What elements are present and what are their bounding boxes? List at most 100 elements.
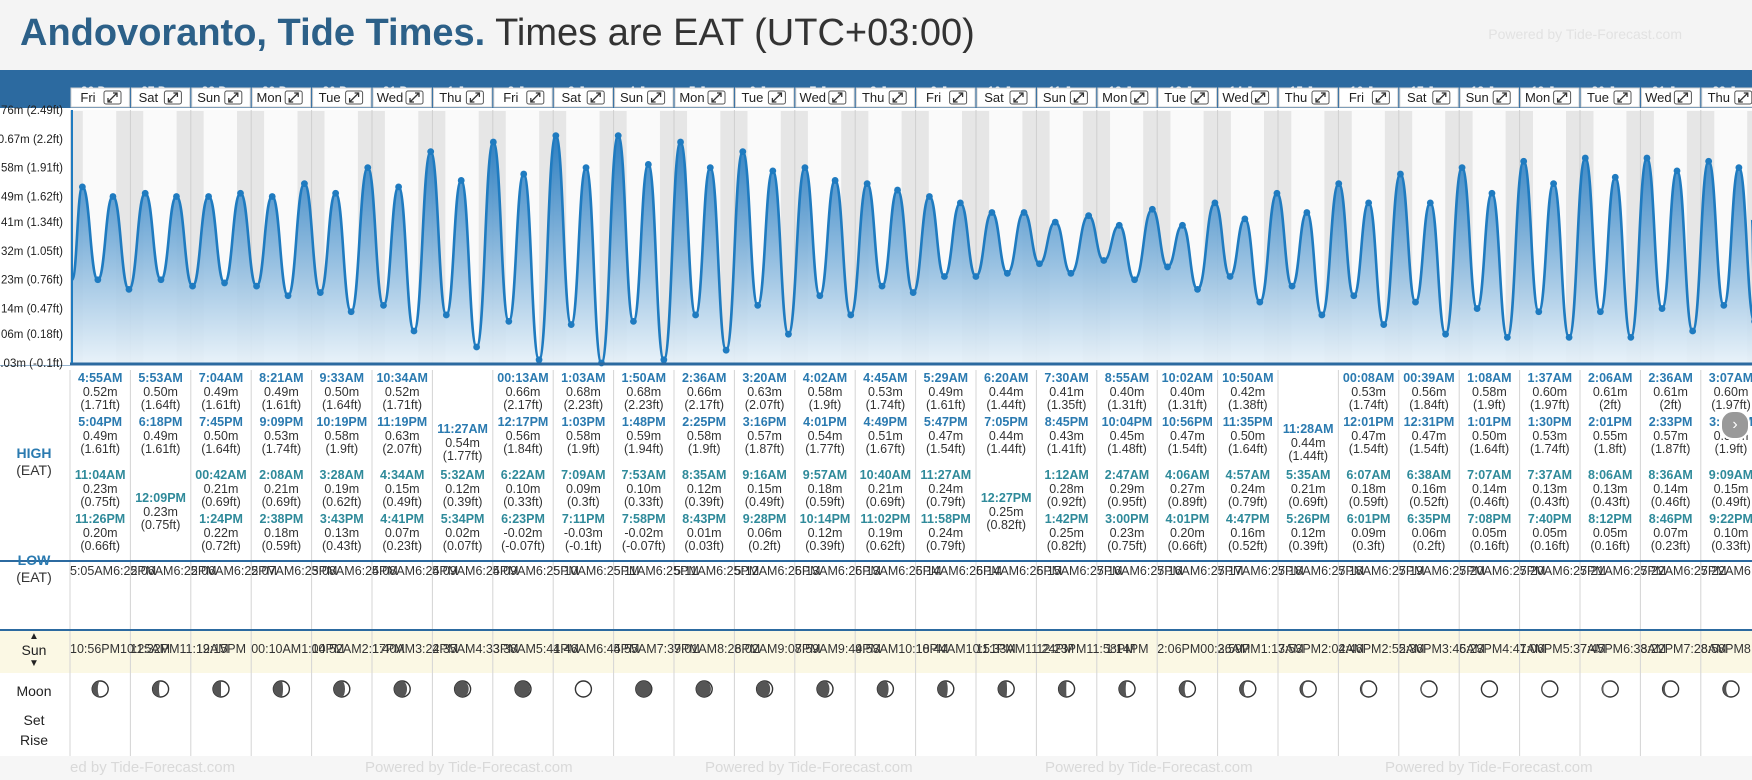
high-tide-time: 2:25PM	[682, 416, 727, 429]
low-tide-time: 7:37AM	[1527, 469, 1573, 482]
sunrise-time: 5:11AM	[674, 564, 717, 578]
moon-times-cell: 7:06PM5:37AM	[1520, 642, 1606, 657]
low-tide-height-ft: (0.33ft)	[503, 495, 543, 509]
moon-times-cell: 00:52AM2:17PM	[312, 642, 405, 657]
high-tide-height-ft: (1.71ft)	[80, 398, 120, 412]
place-name: Andovoranto, Tide Times.	[20, 12, 486, 54]
high-tide-time: 4:49PM	[863, 416, 908, 429]
tide-point	[1397, 170, 1404, 178]
low-tide-cell: 9:28PM 0.06m (0.2ft)	[734, 513, 794, 554]
page-title: Andovoranto, Tide Times. Times are EAT (…	[20, 12, 975, 55]
high-tide-cell: 10:02AM 0.40m (1.31ft)	[1157, 372, 1217, 413]
low-tide-time: 5:32AM	[440, 469, 485, 482]
high-tide-height-m: 0.63m	[747, 384, 782, 399]
tide-point	[1003, 269, 1011, 277]
tide-point	[1720, 301, 1728, 309]
low-tide-height-ft: (0.43ft)	[1529, 495, 1570, 509]
tide-point	[1288, 282, 1296, 290]
high-tide-time: 11:28AM	[1282, 423, 1334, 436]
high-tide-cell: 2:36AM 0.61m (2ft)	[1640, 372, 1700, 413]
expand-icon-path	[1254, 92, 1266, 103]
moon-times-cell: 9:53AM10:18PM	[855, 642, 948, 657]
sunset-time: 6:27PM	[1743, 564, 1752, 578]
tide-point	[1148, 205, 1156, 213]
moonrise-time: 6:44PM	[596, 642, 640, 656]
scroll-right-button[interactable]: ›	[1720, 410, 1750, 440]
expand-icon-path	[1073, 92, 1085, 103]
low-tide-cell: 9:09AM 0.15m (0.49ft)	[1701, 469, 1752, 510]
low-tide-cell: 7:08PM 0.05m (0.16ft)	[1459, 513, 1519, 554]
low-tide-height-m: 0.20m	[1170, 525, 1205, 540]
tide-point	[1380, 321, 1388, 328]
moon-disc	[574, 680, 593, 698]
day-weekday: Sun	[620, 90, 643, 105]
sunrise-time: 5:08AM	[372, 564, 416, 578]
high-tide-cell: 7:45PM 0.50m (1.64ft)	[191, 416, 251, 457]
tide-point	[894, 186, 901, 194]
high-tide-label: HIGH (EAT)	[0, 445, 68, 479]
high-tide-time: 2:01PM	[1588, 416, 1633, 429]
day-weekday: Fri	[503, 90, 518, 105]
high-tide-cell: 1:37AM 0.60m (1.97ft)	[1520, 372, 1580, 413]
expand-icon	[163, 90, 182, 105]
high-tide-height-m: 0.54m	[445, 435, 480, 450]
low-tide-height-m: 0.20m	[82, 525, 118, 540]
low-tide-time: 5:34PM	[440, 513, 485, 526]
moon-label: Moon	[16, 683, 52, 699]
high-tide-cell: 2:06AM 0.61m (2ft)	[1580, 372, 1640, 413]
sun-times-cell: 5:11AM6:25PM	[674, 564, 759, 579]
moon-times-cell: 12:23PM11:58PM	[1036, 642, 1135, 657]
low-tide-time: 7:07AM	[1467, 469, 1512, 482]
low-tide-time: 2:08AM	[259, 469, 304, 482]
high-tide-time: 00:08AM	[1342, 372, 1395, 385]
low-tide-height-ft: (0.49ft)	[1711, 495, 1751, 509]
moon-times-cell: 1:14PM	[1097, 642, 1157, 657]
tide-point	[739, 148, 747, 156]
low-tide-height-m: 0.21m	[264, 481, 299, 496]
expand-icon	[1069, 90, 1088, 105]
low-tide-cell: 5:35AM 0.21m (0.69ft)	[1278, 469, 1338, 510]
tide-point	[785, 330, 792, 338]
moon-times-cell: 12:15PM	[191, 642, 251, 657]
sun-label-text: Sun	[21, 642, 47, 658]
tide-point	[1643, 154, 1651, 162]
tide-point	[1318, 311, 1326, 319]
high-tide-cell: 2:36AM 0.66m (2.17ft)	[674, 372, 734, 413]
high-tide-height-m: 0.41m	[1049, 384, 1084, 399]
moon-phase-icon	[1722, 680, 1740, 698]
low-tide-height-m: 0.12m	[445, 481, 480, 496]
expand-icon-path	[1375, 92, 1387, 103]
high-tide-cell: 1:01PM 0.50m (1.64ft)	[1459, 416, 1519, 457]
tide-point	[473, 343, 481, 351]
moonset-time: 10:44AM	[915, 642, 966, 656]
expand-icon	[1673, 90, 1692, 105]
low-tide-height-m: 0.01m	[686, 525, 722, 540]
tide-point	[847, 311, 855, 319]
low-tide-height-m: 0.10m	[626, 481, 662, 496]
sun-times-cell: 5:08AM6:24PM	[372, 564, 458, 579]
day-weekday: Sat	[139, 90, 159, 105]
high-tide-height-ft: (1.94ft)	[623, 442, 664, 456]
high-tide-height-ft: (1.9ft)	[1714, 442, 1748, 456]
low-tide-height-m: 0.09m	[566, 481, 601, 496]
high-tide-height-ft: (2ft)	[1599, 398, 1622, 412]
high-tide-time: 2:06AM	[1587, 372, 1633, 385]
expand-icon-path	[107, 92, 118, 103]
y-tick-label: 0.49m (1.62ft)	[0, 191, 63, 203]
high-tide-time: 3:16PM	[742, 416, 787, 429]
sunrise-time: 5:12AM	[734, 564, 778, 578]
sunrise-time: 5:22AM	[1700, 564, 1744, 578]
tide-point	[956, 199, 964, 207]
sunset-time: 6:27PM	[1200, 564, 1244, 578]
high-tide-cell: 7:04AM 0.49m (1.61ft)	[191, 372, 251, 413]
expand-icon	[586, 90, 605, 105]
tide-point	[754, 301, 762, 309]
moon-disc	[1480, 680, 1499, 698]
high-tide-height-m: 0.49m	[143, 428, 178, 443]
moon-phase-icon	[1601, 680, 1619, 698]
sunset-time: 6:27PM	[1441, 564, 1485, 578]
tide-point	[380, 301, 387, 309]
high-tide-height-ft: (1.9ft)	[325, 442, 359, 456]
low-tide-height-ft: (0.33ft)	[623, 495, 664, 509]
low-tide-height-m: 0.05m	[1592, 525, 1628, 540]
